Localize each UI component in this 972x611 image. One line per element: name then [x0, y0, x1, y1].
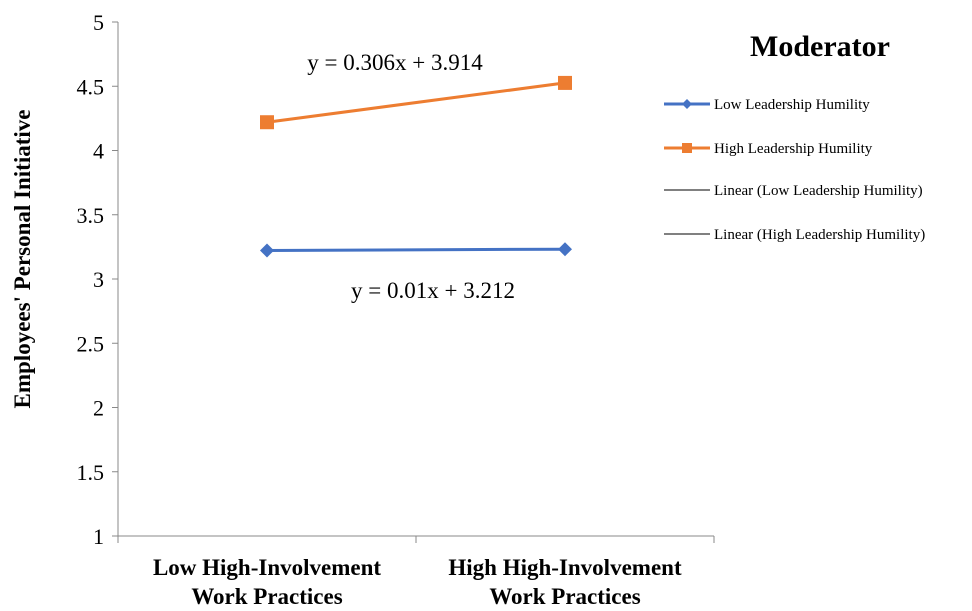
data-point	[558, 242, 572, 257]
y-tick-label: 1	[93, 524, 104, 549]
x-category-label: Work Practices	[191, 584, 342, 609]
series-line	[266, 247, 566, 252]
legend-label: High Leadership Humility	[714, 141, 873, 157]
x-category-label: High High-Involvement	[448, 555, 682, 580]
y-tick-label: 2	[93, 396, 104, 421]
y-ticks: 1 1.5 2 2.5 3 3.5 4 4.5 5	[77, 10, 118, 549]
legend-label: Linear (High Leadership Humility)	[714, 227, 925, 243]
legend-item: Linear (Low Leadership Humility)	[664, 183, 923, 199]
trendlines	[266, 82, 566, 251]
y-tick-label: 1.5	[77, 460, 105, 485]
series	[260, 75, 572, 258]
legend-item: Linear (High Leadership Humility)	[664, 227, 925, 243]
data-point	[260, 243, 274, 258]
x-category-label: Work Practices	[489, 584, 640, 609]
y-tick-label: 5	[93, 10, 104, 35]
y-tick-label: 3.5	[77, 203, 105, 228]
y-tick-label: 4.5	[77, 74, 105, 99]
trendline-equation: y = 0.306x + 3.914	[307, 50, 483, 75]
legend-label: Low Leadership Humility	[714, 97, 870, 113]
legend-label: Linear (Low Leadership Humility)	[714, 183, 923, 199]
legend-item: High Leadership Humility	[664, 141, 873, 157]
data-point	[260, 115, 274, 130]
legend-item: Low Leadership Humility	[664, 97, 870, 113]
trendline-equation: y = 0.01x + 3.212	[351, 278, 515, 303]
legend-marker	[682, 99, 692, 109]
equations: y = 0.01x + 3.212 y = 0.306x + 3.914	[307, 50, 515, 303]
y-tick-label: 3	[93, 267, 104, 292]
data-point	[558, 75, 572, 90]
x-categories: Low High-Involvement Work Practices High H…	[117, 536, 715, 609]
y-tick-label: 2.5	[77, 331, 105, 356]
series-line	[266, 81, 566, 124]
y-axis-label: Employees' Personal Initiative	[10, 110, 35, 409]
legend-title: Moderator	[750, 30, 890, 63]
legend-marker	[682, 143, 692, 153]
y-tick-label: 4	[93, 139, 104, 164]
legend: Moderator Low Leadership Humility High Le…	[664, 30, 925, 243]
x-category-label: Low High-Involvement	[153, 555, 381, 580]
